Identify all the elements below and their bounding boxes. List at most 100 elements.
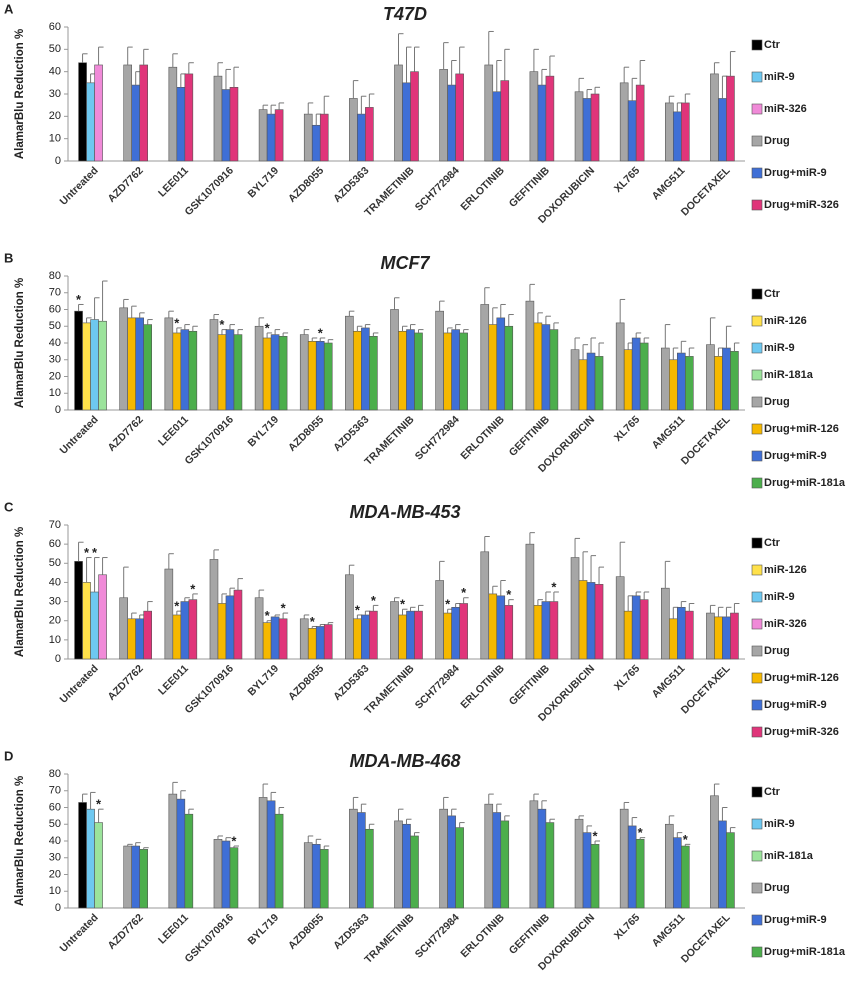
bar [549,601,559,660]
x-tick-label: XL765 [612,413,642,443]
legend-swatch [751,103,763,115]
significance: * [174,599,180,614]
bar [390,309,399,411]
legend-swatch [751,39,763,51]
bar [278,335,288,411]
significance: * [593,828,599,843]
bar [311,124,321,162]
panel-letter: A [4,1,14,16]
bar [455,827,464,909]
x-tick-label: BYL719 [245,164,281,200]
bar [706,612,715,660]
y-tick-label: 80 [49,768,61,780]
bar [533,605,543,660]
bar [582,832,592,909]
y-tick-label: 30 [49,595,61,607]
bar [615,322,625,411]
bar [254,597,264,660]
y-tick-label: 60 [49,303,61,315]
x-tick-label: GSK1070916 [183,164,237,218]
x-tick-label: SCH772984 [413,413,462,462]
panel: A T47D AlamarBlu Reduction % 0 10 20 30 40 50 60 U… [4,1,839,225]
bar [361,327,370,411]
significance: * [638,825,644,840]
x-tick-label: DOCETAXEL [679,911,733,965]
bar [451,329,460,411]
y-tick-label: 20 [49,110,61,122]
bar [139,849,148,909]
bar [619,82,629,162]
legend-label: Drug+miR-326 [764,199,839,211]
bar [90,591,99,660]
x-tick-label: AMG511 [650,164,688,202]
x-tick-label: GSK1070916 [183,911,237,965]
significance: * [92,545,98,560]
legend-swatch [751,914,763,926]
legend-label: miR-326 [764,618,807,630]
bar [74,561,83,660]
bar [594,584,604,660]
x-tick-label: AZD7762 [106,414,146,454]
y-tick-label: 40 [49,835,61,847]
x-tick-label: AZD8055 [286,663,326,703]
x-tick-label: DOCETAXEL [679,662,733,716]
legend-label: Drug+miR-126 [764,672,839,684]
bar [714,356,723,411]
bar [500,80,510,162]
bar [311,844,321,909]
legend-swatch [751,726,763,738]
x-tick-label: AMG511 [650,911,688,949]
bar [131,84,140,162]
bar [533,322,543,411]
x-tick-label: XL765 [612,662,642,692]
x-tick-label: AZD8055 [286,912,326,952]
bar [299,334,309,411]
bar [225,329,235,411]
bar [447,84,456,162]
bar [574,818,584,909]
bar [86,808,95,909]
y-axis-label: AlamarBlu Reduction % [14,527,26,657]
bar [414,610,423,660]
panel: D MDA-MB-468 AlamarBlu Reduction % 0 10 20 30 4… [4,748,846,972]
significance: * [265,608,271,623]
legend-swatch [751,618,763,630]
bar [730,351,739,411]
legend-swatch [751,672,763,684]
significance: * [96,797,102,812]
bar [266,800,276,909]
bar [229,87,239,162]
bar [357,113,366,162]
bar [254,325,264,411]
legend-swatch [751,167,763,179]
x-tick-label: LEE011 [156,413,191,448]
y-axis-label: AlamarBlu Reduction % [14,278,26,408]
significance: * [265,320,271,335]
legend-label: Drug [764,135,790,147]
x-tick-label: ERLOTINIB [458,911,507,960]
x-tick-label: AZD7762 [106,663,146,703]
y-tick-label: 40 [49,337,61,349]
bar [143,324,152,411]
legend-label: Drug+miR-181a [764,946,846,958]
legend-label: miR-181a [764,369,814,381]
y-tick-label: 10 [49,885,61,897]
bar [119,307,128,411]
bar [439,808,448,909]
x-tick-label: Untreated [58,414,101,457]
x-tick-label: XL765 [612,911,642,941]
significance: * [355,602,361,617]
legend-swatch [751,477,763,489]
x-tick-label: AZD5363 [331,663,371,703]
bar [525,300,535,411]
x-tick-label: AZD5363 [331,912,371,952]
bar [164,568,174,660]
bar [484,64,494,162]
bar [229,847,239,909]
y-tick-label: 80 [49,270,61,282]
significance: * [190,581,196,596]
bar [172,614,182,660]
bar [541,324,551,411]
bar [365,107,374,162]
legend-swatch [751,71,763,83]
